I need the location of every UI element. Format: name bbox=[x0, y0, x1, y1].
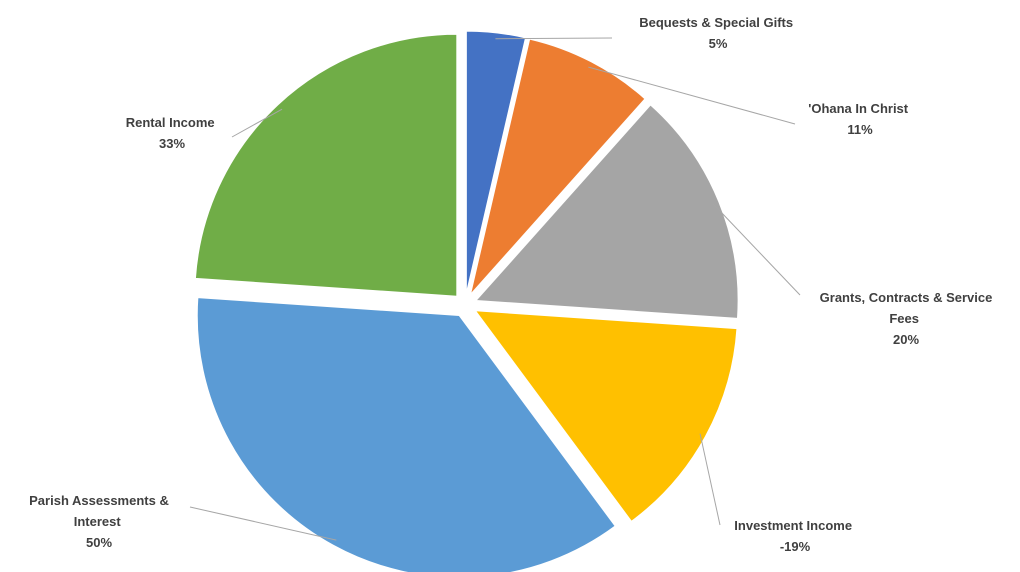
label-bequests-name: Bequests & Special Gifts bbox=[639, 15, 793, 30]
pie-slice-rental bbox=[194, 33, 458, 297]
label-parish-name: Parish Assessments & bbox=[29, 493, 169, 508]
label-ohana-pct: 11% bbox=[847, 122, 873, 137]
label-ohana-name: 'Ohana In Christ bbox=[808, 101, 909, 116]
data-label-ohana: 'Ohana In Christ 11% bbox=[808, 101, 912, 137]
data-label-bequests: Bequests & Special Gifts 5% bbox=[639, 15, 797, 51]
label-parish-name-line2: Interest bbox=[74, 514, 122, 529]
leader-lines bbox=[189, 37, 801, 541]
label-parish-pct: 50% bbox=[86, 535, 112, 550]
label-rental-pct: 33% bbox=[159, 136, 185, 151]
pie-slice-parish bbox=[196, 297, 616, 572]
leader-line-rental bbox=[231, 108, 283, 138]
leader-line-investment bbox=[699, 433, 721, 526]
label-grants-name: Grants, Contracts & Service bbox=[820, 290, 993, 305]
label-bequests-pct: 5% bbox=[709, 36, 728, 51]
leader-line-grants bbox=[712, 203, 801, 296]
label-investment-name: Investment Income bbox=[734, 518, 852, 533]
label-rental-name: Rental Income bbox=[126, 115, 215, 130]
pie-slices bbox=[194, 30, 739, 572]
label-investment-pct: -19% bbox=[780, 539, 811, 554]
leader-line-ohana bbox=[588, 66, 796, 125]
leader-line-bequests bbox=[495, 37, 613, 40]
label-grants-pct: 20% bbox=[893, 332, 919, 347]
pie-slice-grants bbox=[475, 104, 739, 319]
pie-slice-ohana bbox=[470, 38, 646, 295]
pie-slice-bequests bbox=[465, 30, 527, 294]
data-label-investment: Investment Income -19% bbox=[734, 518, 855, 554]
label-grants-name-line2: Fees bbox=[889, 311, 919, 326]
data-label-parish: Parish Assessments & Interest 50% bbox=[29, 493, 169, 550]
pie-slice-investment bbox=[474, 310, 738, 523]
data-label-rental: Rental Income 33% bbox=[126, 115, 218, 151]
leader-line-parish bbox=[189, 506, 337, 541]
data-label-grants: Grants, Contracts & Service Fees 20% bbox=[820, 290, 993, 347]
